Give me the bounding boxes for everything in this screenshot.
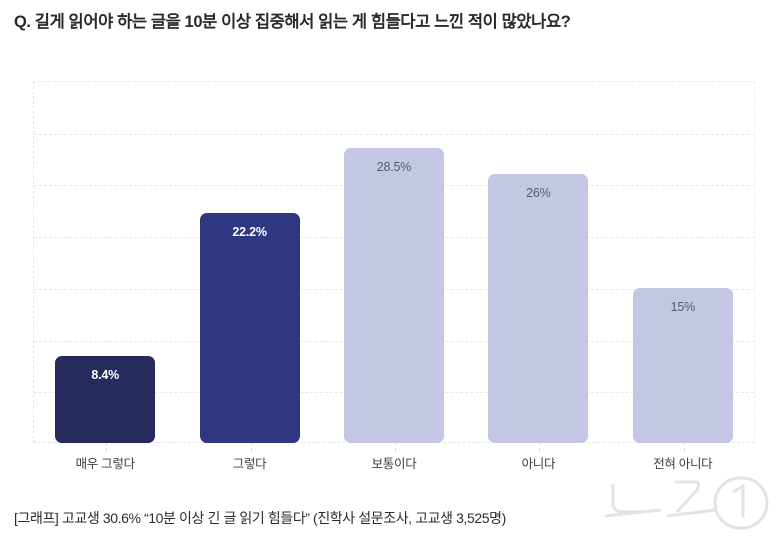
bar-value-label: 26%: [526, 186, 551, 201]
bar-chart: 8.4% 22.2% 28.5% 26% 15% 매우 그렇다 그렇다 보통이다 아니다 전혀 …: [0, 55, 781, 485]
bar-4[interactable]: 26%: [488, 174, 589, 443]
bar-2[interactable]: 22.2%: [199, 213, 300, 443]
bar-value-label: 15%: [670, 299, 696, 314]
gridline: [34, 133, 754, 135]
x-axis-tick: [539, 442, 541, 451]
x-axis-label-2: 그렇다: [232, 457, 267, 471]
page-title: Q. 길게 읽어야 하는 글을 10분 이상 집중해서 읽는 게 힘들다고 느낀…: [14, 13, 571, 31]
bar-5[interactable]: 15%: [632, 287, 733, 443]
chart-caption: [그래프] 고교생 30.6% “10분 이상 긴 글 읽기 힘들다” (진학사…: [14, 510, 506, 526]
x-axis-labels: 매우 그렇다 그렇다 보통이다 아니다 전혀 아니다: [33, 453, 755, 481]
x-axis-label-1: 매우 그렇다: [75, 457, 135, 471]
bar-value-label: 8.4%: [91, 368, 120, 383]
bar-value-label: 22.2%: [232, 225, 267, 240]
bar-series: 8.4% 22.2% 28.5% 26% 15%: [33, 81, 755, 443]
bar-3[interactable]: 28.5%: [344, 148, 444, 443]
bar-value-label: 28.5%: [376, 160, 412, 175]
x-axis-label-3: 보통이다: [371, 457, 417, 471]
x-axis-label-4: 아니다: [521, 457, 556, 471]
x-axis-tick: [683, 442, 685, 451]
x-axis-tick: [395, 442, 396, 451]
x-axis-label-5: 전혀 아니다: [653, 457, 713, 471]
bar-1[interactable]: 8.4%: [55, 356, 156, 443]
x-axis-tick: [250, 442, 252, 451]
x-axis-tick: [106, 442, 108, 451]
